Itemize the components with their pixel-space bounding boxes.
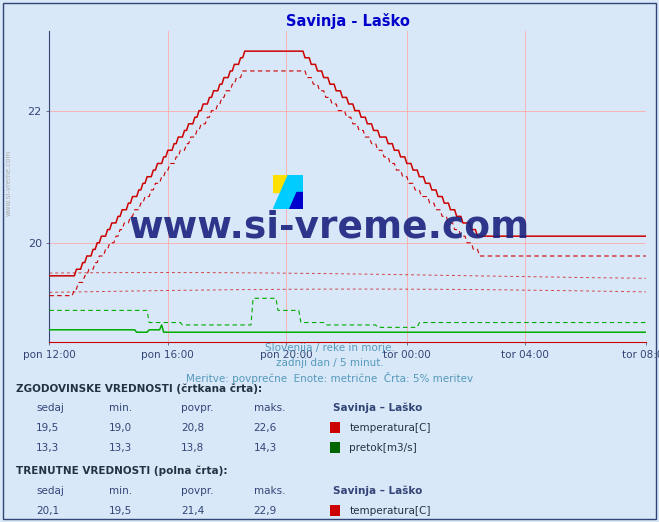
Text: 21,4: 21,4 (181, 506, 204, 516)
Text: www.si-vreme.com: www.si-vreme.com (5, 150, 12, 216)
Text: TRENUTNE VREDNOSTI (polna črta):: TRENUTNE VREDNOSTI (polna črta): (16, 466, 228, 477)
Text: 19,5: 19,5 (36, 423, 59, 433)
Text: Savinja – Laško: Savinja – Laško (333, 403, 422, 413)
Text: www.si-vreme.com: www.si-vreme.com (129, 209, 530, 245)
Text: maks.: maks. (254, 487, 285, 496)
Text: sedaj: sedaj (36, 487, 64, 496)
Text: Slovenija / reke in morje.: Slovenija / reke in morje. (264, 343, 395, 353)
Text: pretok[m3/s]: pretok[m3/s] (349, 443, 417, 453)
Text: min.: min. (109, 487, 132, 496)
Text: 13,3: 13,3 (36, 443, 59, 453)
Text: min.: min. (109, 404, 132, 413)
Text: povpr.: povpr. (181, 404, 214, 413)
Text: maks.: maks. (254, 404, 285, 413)
Polygon shape (273, 175, 303, 209)
Text: Meritve: povprečne  Enote: metrične  Črta: 5% meritev: Meritve: povprečne Enote: metrične Črta:… (186, 372, 473, 384)
Text: temperatura[C]: temperatura[C] (349, 423, 431, 433)
Text: 19,5: 19,5 (109, 506, 132, 516)
Title: Savinja - Laško: Savinja - Laško (286, 13, 409, 29)
Text: ZGODOVINSKE VREDNOSTI (črtkana črta):: ZGODOVINSKE VREDNOSTI (črtkana črta): (16, 383, 262, 394)
Bar (289, 192, 303, 209)
Text: temperatura[C]: temperatura[C] (349, 506, 431, 516)
Text: 13,8: 13,8 (181, 443, 204, 453)
Text: Savinja – Laško: Savinja – Laško (333, 486, 422, 496)
Text: zadnji dan / 5 minut.: zadnji dan / 5 minut. (275, 359, 384, 369)
Text: 19,0: 19,0 (109, 423, 132, 433)
Text: povpr.: povpr. (181, 487, 214, 496)
Text: 20,1: 20,1 (36, 506, 59, 516)
Bar (273, 175, 289, 192)
Text: 22,9: 22,9 (254, 506, 277, 516)
Text: 14,3: 14,3 (254, 443, 277, 453)
Text: sedaj: sedaj (36, 404, 64, 413)
Text: 20,8: 20,8 (181, 423, 204, 433)
Bar (289, 175, 303, 192)
Text: 13,3: 13,3 (109, 443, 132, 453)
Text: 22,6: 22,6 (254, 423, 277, 433)
